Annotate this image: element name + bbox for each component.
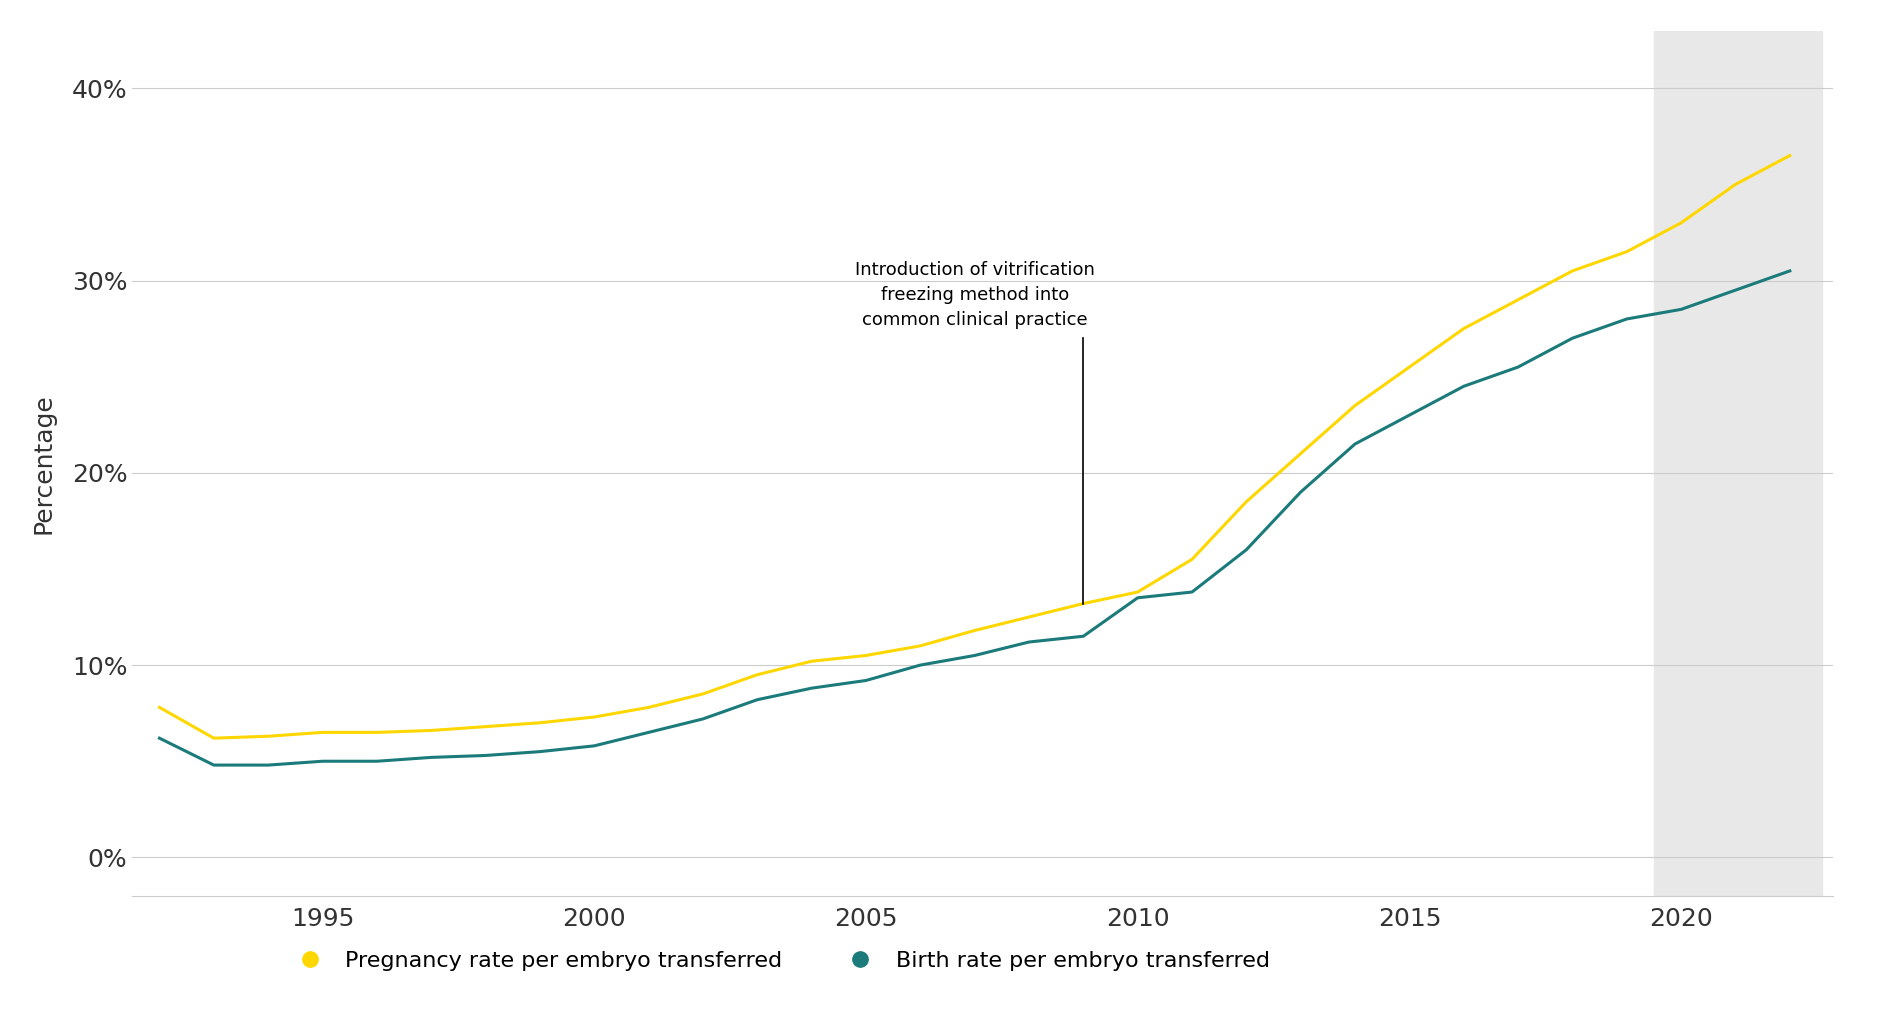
Bar — [1653, 31, 1821, 896]
Text: Introduction of vitrification
freezing method into
common clinical practice: Introduction of vitrification freezing m… — [854, 261, 1094, 329]
Legend: Pregnancy rate per embryo transferred, Birth rate per embryo transferred: Pregnancy rate per embryo transferred, B… — [278, 942, 1279, 980]
Y-axis label: Percentage: Percentage — [30, 393, 55, 533]
